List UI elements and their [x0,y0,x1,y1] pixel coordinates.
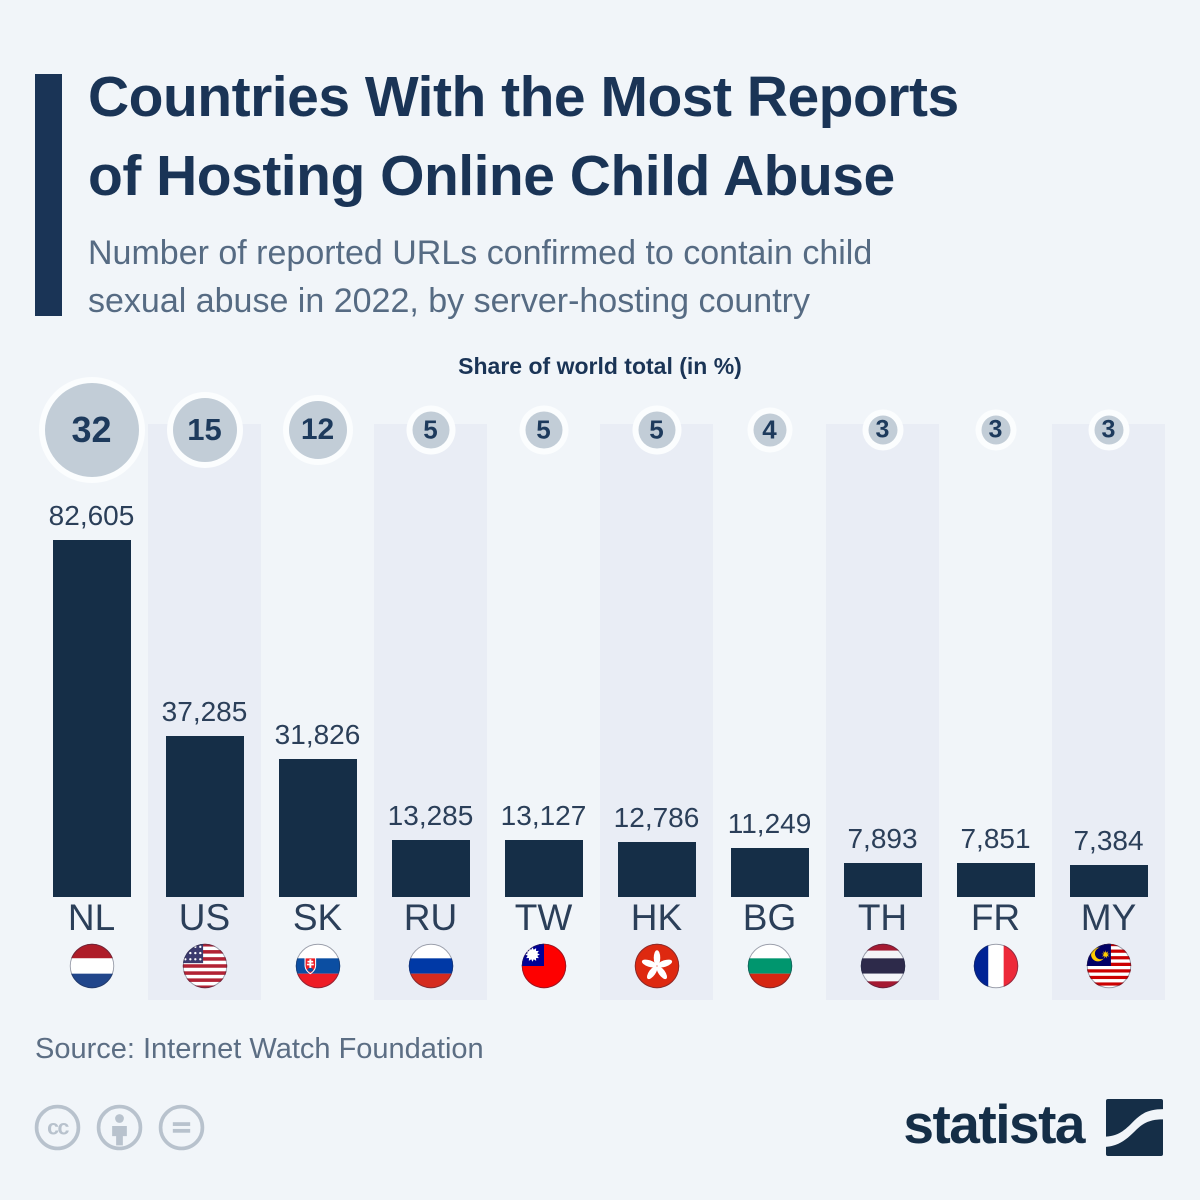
column-sk: 12 31,826 SK [261,383,374,1000]
share-circle-hk: 5 [638,411,675,449]
share-circle-tw: 5 [525,411,562,449]
page-title-line-1: Countries With the Most Reports [88,65,959,129]
flag-ru-icon [408,943,454,989]
share-circle-my: 3 [1094,415,1123,445]
column-ru: 5 13,285 RU [374,383,487,1000]
bar-fr [956,863,1035,897]
share-value: 4 [762,414,777,445]
column-us: 15 37,285 US [148,383,261,1000]
page-title: Countries With the Most Reports of Hosti… [88,58,959,216]
value-label-nl: 82,605 [48,500,135,531]
flag-hk-icon [634,943,680,989]
country-code-my: MY [1080,897,1137,938]
country-code-hk: HK [630,897,683,938]
country-code-nl: NL [67,897,116,938]
flag-bg-icon [747,943,793,989]
share-value: 3 [1101,415,1116,444]
value-label-us: 37,285 [161,696,248,727]
country-code-fr: FR [970,897,1021,938]
title-accent-bar [35,74,62,316]
column-th: 3 7,893 TH [826,383,939,1000]
share-circle-ru: 5 [412,411,449,449]
cc-icon: cc [34,1104,81,1151]
share-circle-sk: 12 [288,401,347,459]
chart: 32 82,605 NL 15 37,285 US 12 31,826 SK 5 13,285 RU 5… [35,383,1165,1000]
cc-by-icon [96,1104,143,1151]
bar-ru [391,840,470,897]
share-circle-nl: 32 [44,383,139,477]
svg-text:cc: cc [47,1116,69,1140]
country-code-sk: SK [292,897,343,938]
share-value: 15 [187,412,222,447]
column-fr: 3 7,851 FR [939,383,1052,1000]
page-subtitle: Number of reported URLs confirmed to con… [88,230,872,325]
value-label-tw: 13,127 [500,800,587,831]
flag-fr-icon [973,943,1019,989]
bar-th [843,863,922,897]
column-tw: 5 13,127 TW [487,383,600,1000]
page-subtitle-line-2: sexual abuse in 2022, by server-hosting … [88,281,810,320]
source-text: Source: Internet Watch Foundation [35,1033,484,1065]
value-label-bg: 11,249 [727,808,812,839]
flag-my-icon [1086,943,1132,989]
bar-tw [504,840,583,897]
flag-tw-icon [521,943,567,989]
share-axis-label: Share of world total (in %) [458,353,742,379]
share-circle-th: 3 [868,415,897,445]
share-value: 5 [536,414,551,445]
column-bg: 4 11,249 BG [713,383,826,1000]
bar-hk [617,842,696,897]
country-code-bg: BG [742,897,797,938]
cc-nd-icon [158,1104,205,1151]
value-label-my: 7,384 [1073,825,1144,856]
flag-nl-icon [69,943,115,989]
bar-nl [52,540,131,897]
share-value: 5 [649,414,664,445]
bar-sk [278,759,357,897]
page-title-line-2: of Hosting Online Child Abuse [88,144,895,209]
share-circle-bg: 4 [753,413,786,447]
statista-logo-icon [1106,1099,1163,1156]
flag-us-icon [182,943,228,989]
value-label-sk: 31,826 [274,719,361,750]
share-value: 3 [875,415,890,444]
share-circle-us: 15 [172,398,237,462]
country-code-tw: TW [514,897,573,938]
value-label-hk: 12,786 [613,802,700,833]
country-code-th: TH [857,897,908,938]
share-value: 32 [71,409,112,450]
column-hk: 5 12,786 HK [600,383,713,1000]
value-label-fr: 7,851 [960,823,1031,854]
cc-license-icons: cc [33,1103,206,1152]
bar-us [165,736,244,897]
value-label-ru: 13,285 [387,800,474,831]
page-subtitle-line-1: Number of reported URLs confirmed to con… [88,234,873,272]
column-my: 3 7,384 MY [1052,383,1165,1000]
bar-bg [730,848,809,897]
value-label-th: 7,893 [847,823,918,854]
flag-sk-icon [295,943,341,989]
country-code-ru: RU [403,897,458,938]
country-code-us: US [178,897,231,938]
share-value: 5 [423,414,438,445]
statista-wordmark: statista [903,1093,1085,1155]
statista-logo: statista [903,1097,1163,1158]
column-nl: 32 82,605 NL [35,383,148,1000]
share-circle-fr: 3 [981,415,1010,445]
flag-th-icon [860,943,906,989]
bar-my [1069,865,1148,897]
share-value: 3 [988,415,1003,444]
share-value: 12 [300,413,335,446]
